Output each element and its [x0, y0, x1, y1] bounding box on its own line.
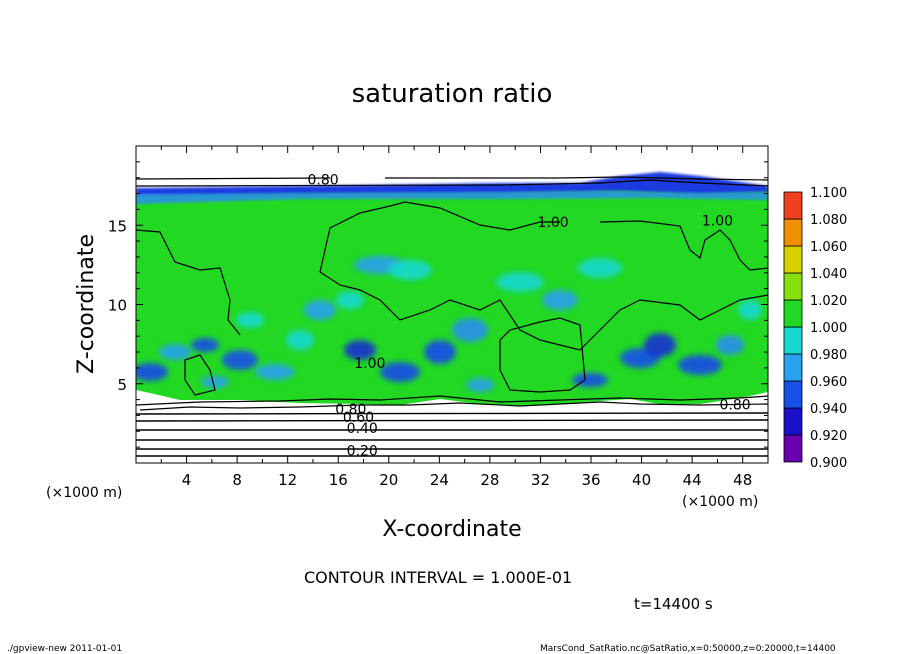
colorbar-swatch — [783, 299, 803, 328]
field-patch — [466, 378, 494, 392]
field-patch — [222, 350, 258, 370]
x-tick-label: 8 — [232, 471, 242, 489]
x-tick-label: 48 — [733, 471, 752, 489]
z-unit-label: (×1000 m) — [46, 485, 122, 501]
field-patch — [136, 363, 168, 381]
contour-label: 0.40 — [347, 421, 378, 437]
colorbar-swatch — [783, 407, 803, 436]
contour-label: 1.00 — [702, 213, 733, 229]
field-patch — [191, 338, 219, 352]
field-patch — [286, 330, 314, 350]
contour-label: 0.60 — [343, 410, 374, 426]
contour-line — [136, 229, 241, 336]
contour-label: 0.80 — [335, 402, 366, 418]
field-patch — [344, 340, 376, 360]
colorbar-label: 0.940 — [810, 402, 847, 417]
field-region-1000 — [136, 181, 768, 406]
x-tick-label: 40 — [632, 471, 651, 489]
contour-label: 1.00 — [538, 215, 569, 231]
field-patch — [236, 312, 264, 328]
contour-labels: 0.801.00 1.001.000.800.600.400.200.80 — [307, 172, 750, 459]
x-tick-label: 20 — [379, 471, 398, 489]
colorbar-swatch — [783, 191, 803, 220]
field-patch — [255, 364, 295, 380]
field-patch — [542, 290, 578, 310]
colorbar-label: 1.040 — [810, 267, 847, 282]
field-patch — [578, 258, 622, 278]
field-patch — [380, 362, 420, 382]
x-tick-label: 24 — [430, 471, 449, 489]
contour-line — [184, 354, 216, 396]
colorbar-swatch — [783, 353, 803, 382]
contour-label: 1.00 — [354, 356, 385, 372]
field-patch — [644, 333, 676, 357]
x-axis: 4 8 12 16 20 24 28 32 36 40 44 48 — [160, 146, 752, 489]
y-axis: 5 10 15 — [108, 161, 768, 448]
colorbar-swatch — [783, 380, 803, 409]
plot-area — [136, 146, 768, 463]
colorbar-swatch — [783, 272, 803, 301]
y-tick-label: 15 — [108, 217, 127, 235]
contour-line — [319, 201, 768, 273]
contour-line — [139, 401, 768, 411]
contour-line — [136, 176, 768, 181]
field-patch — [304, 300, 336, 320]
colorbar-label: 1.080 — [810, 213, 847, 228]
contour-label: 0.20 — [347, 443, 378, 459]
contour-lines — [136, 176, 768, 457]
colorbar-label: 0.920 — [810, 429, 847, 444]
field-region-top-band-light — [136, 191, 768, 204]
colorbar-swatch — [783, 218, 803, 247]
colorbar-label: 1.060 — [810, 240, 847, 255]
contour-label: 0.80 — [720, 397, 751, 413]
contour-line — [319, 271, 768, 351]
time-text: t=14400 s — [634, 595, 713, 613]
colorbar-label: 1.020 — [810, 294, 847, 309]
contour-line — [136, 179, 768, 187]
field-patch — [496, 272, 544, 292]
colorbar-label: 1.000 — [810, 321, 847, 336]
x-tick-label: 16 — [329, 471, 348, 489]
x-tick-label: 12 — [278, 471, 297, 489]
footer-right: MarsCond_SatRatio.nc@SatRatio,x=0:50000,… — [540, 644, 836, 654]
field-patch — [336, 291, 364, 309]
field-patch — [452, 318, 488, 342]
contour-interval-text: CONTOUR INTERVAL = 1.000E-01 — [304, 568, 572, 587]
contour-line — [136, 395, 768, 406]
field-patch — [424, 340, 456, 364]
colorbar: 0.900 0.920 0.940 0.960 0.980 1.000 1.020 1.040… — [783, 186, 847, 471]
contour-line — [136, 419, 768, 422]
contour-line — [136, 412, 768, 415]
field-patch — [201, 376, 229, 388]
field-patch — [716, 335, 744, 355]
field-region-top-band — [136, 172, 768, 196]
contour-label: 0.80 — [307, 172, 338, 188]
colorbar-swatch — [783, 326, 803, 355]
colorbar-label: 0.960 — [810, 375, 847, 390]
y-tick-label: 5 — [117, 376, 127, 394]
footer-left: ./gpview-new 2011-01-01 — [7, 644, 122, 654]
field-patch — [678, 355, 722, 375]
x-tick-label: 44 — [683, 471, 702, 489]
field-patch — [738, 300, 762, 320]
contour-line — [499, 317, 586, 393]
x-tick-label: 36 — [581, 471, 600, 489]
x-tick-label: 28 — [480, 471, 499, 489]
x-tick-label: 32 — [531, 471, 550, 489]
x-tick-label: 4 — [182, 471, 192, 489]
colorbar-swatch — [783, 245, 803, 274]
colorbar-label: 0.980 — [810, 348, 847, 363]
field-patch — [388, 260, 432, 280]
x-unit-label: (×1000 m) — [682, 494, 758, 510]
field-patch — [572, 373, 608, 387]
field-patch — [159, 344, 191, 360]
x-axis-label: X-coordinate — [382, 517, 521, 542]
chart-title: saturation ratio — [352, 79, 553, 109]
y-tick-label: 10 — [108, 297, 127, 315]
colorbar-label: 0.900 — [810, 456, 847, 471]
colorbar-label: 1.100 — [810, 186, 847, 201]
colorbar-swatch — [783, 434, 803, 463]
y-axis-label: Z-coordinate — [74, 234, 99, 374]
